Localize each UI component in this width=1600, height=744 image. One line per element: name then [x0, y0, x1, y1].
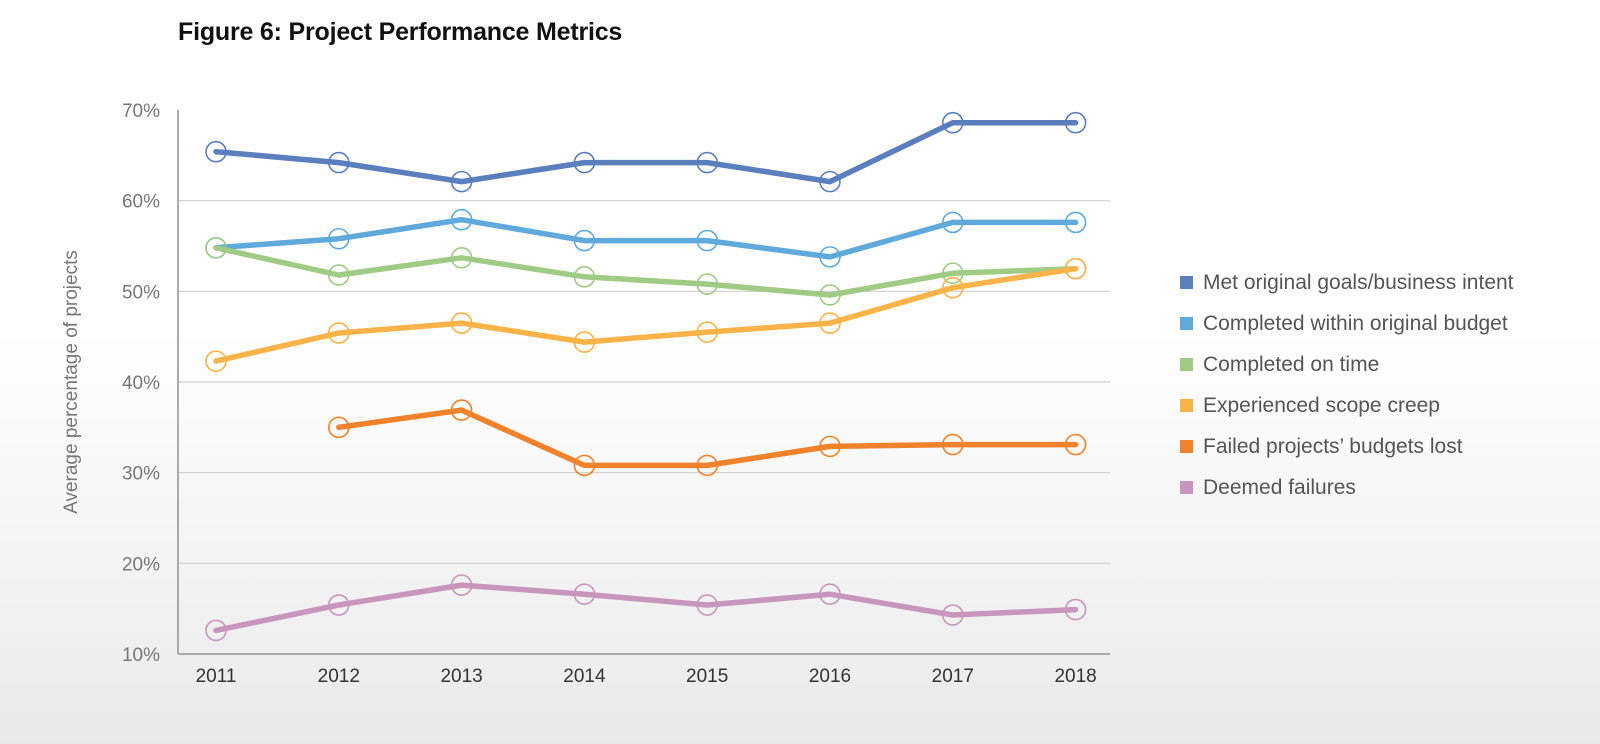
series-3	[205, 237, 1087, 306]
data-point	[573, 583, 596, 605]
data-point	[450, 208, 473, 231]
legend-swatch	[1180, 440, 1193, 453]
y-tick-label: 20%	[122, 554, 160, 575]
data-point	[819, 435, 841, 458]
legend-swatch	[1180, 481, 1193, 494]
y-tick-label: 70%	[122, 101, 160, 122]
y-tick-label: 40%	[122, 373, 160, 394]
data-point	[573, 266, 596, 288]
y-axis-title: Average percentage of projects	[61, 250, 82, 514]
data-point	[696, 454, 719, 477]
series-lines	[205, 111, 1087, 642]
axes	[177, 110, 1110, 655]
legend-label: Met original goals/business intent	[1203, 270, 1514, 294]
data-point	[450, 312, 473, 334]
data-point	[819, 284, 841, 306]
data-point	[450, 170, 473, 193]
data-point	[1064, 211, 1087, 234]
y-tick-label: 30%	[122, 464, 160, 485]
data-point	[327, 322, 350, 344]
x-tick-label: 2015	[686, 666, 728, 687]
data-point	[327, 264, 350, 286]
legend-item: Completed on time	[1180, 344, 1514, 385]
data-point	[941, 604, 964, 626]
x-tick-label: 2016	[809, 666, 851, 687]
series-line	[213, 265, 1079, 364]
data-point	[450, 574, 473, 596]
y-tick-label: 50%	[122, 282, 160, 303]
series-line	[336, 407, 1079, 469]
y-tick-label: 10%	[122, 645, 160, 666]
data-point	[696, 321, 719, 343]
data-point	[819, 246, 841, 268]
data-point	[941, 433, 964, 456]
series-5	[327, 399, 1087, 477]
data-point	[1064, 598, 1087, 621]
legend-swatch	[1180, 317, 1193, 330]
data-point	[573, 151, 596, 174]
x-tick-label: 2012	[318, 666, 360, 687]
series-2	[205, 208, 1087, 268]
x-tick-label: 2017	[932, 666, 974, 687]
data-point	[696, 229, 719, 252]
legend-label: Completed within original budget	[1203, 311, 1508, 335]
data-point	[573, 229, 596, 252]
series-1	[205, 111, 1087, 193]
legend-swatch	[1180, 399, 1193, 412]
x-tick-label: 2013	[440, 666, 482, 687]
data-point	[941, 276, 964, 299]
x-tick-label: 2018	[1054, 666, 1096, 687]
data-point	[327, 151, 350, 174]
data-point	[1064, 433, 1087, 456]
data-point	[327, 594, 350, 616]
series-4	[205, 257, 1087, 372]
data-point	[696, 151, 719, 174]
data-point	[205, 619, 227, 642]
data-point	[327, 227, 350, 250]
data-point	[205, 237, 227, 259]
series-line	[213, 216, 1079, 260]
gridlines	[178, 200, 1110, 564]
data-point	[450, 246, 473, 269]
data-point	[819, 312, 841, 334]
data-point	[205, 140, 227, 163]
legend-item: Deemed failures	[1180, 467, 1514, 508]
series-line	[213, 245, 1079, 298]
chart-title: Figure 6: Project Performance Metrics	[178, 18, 623, 46]
data-point	[573, 454, 596, 477]
y-tick-label: 60%	[122, 192, 160, 213]
legend-label: Completed on time	[1203, 352, 1380, 376]
data-point	[941, 262, 964, 285]
data-point	[573, 331, 596, 353]
data-point	[941, 211, 964, 234]
series-line	[213, 582, 1079, 634]
legend-item: Failed projects’ budgets lost	[1180, 426, 1514, 467]
legend-item: Completed within original budget	[1180, 303, 1514, 344]
data-point	[450, 399, 473, 421]
series-line	[213, 119, 1079, 185]
legend-swatch	[1180, 276, 1193, 289]
legend-item: Experienced scope creep	[1180, 385, 1514, 426]
series-6	[205, 574, 1087, 642]
data-point	[327, 416, 350, 439]
legend-label: Deemed failures	[1203, 475, 1356, 499]
legend-label: Failed projects’ budgets lost	[1203, 434, 1463, 458]
data-point	[696, 273, 719, 295]
data-point	[1064, 111, 1087, 134]
data-point	[941, 111, 964, 134]
x-tick-label: 2014	[563, 666, 606, 687]
legend-label: Experienced scope creep	[1203, 393, 1440, 417]
data-point	[819, 583, 841, 605]
x-tick-label: 2011	[196, 666, 237, 687]
legend-item: Met original goals/business intent	[1180, 262, 1514, 303]
legend-swatch	[1180, 358, 1193, 371]
data-point	[696, 594, 719, 616]
data-point	[819, 170, 841, 193]
data-point	[205, 350, 227, 372]
tick-labels: 10% 20% 30% 40% 50% 60% 70% 2011 2012 2013 2014 201…	[61, 101, 1097, 687]
data-point	[1064, 257, 1087, 280]
legend: Met original goals/business intent Comple…	[1180, 262, 1514, 508]
